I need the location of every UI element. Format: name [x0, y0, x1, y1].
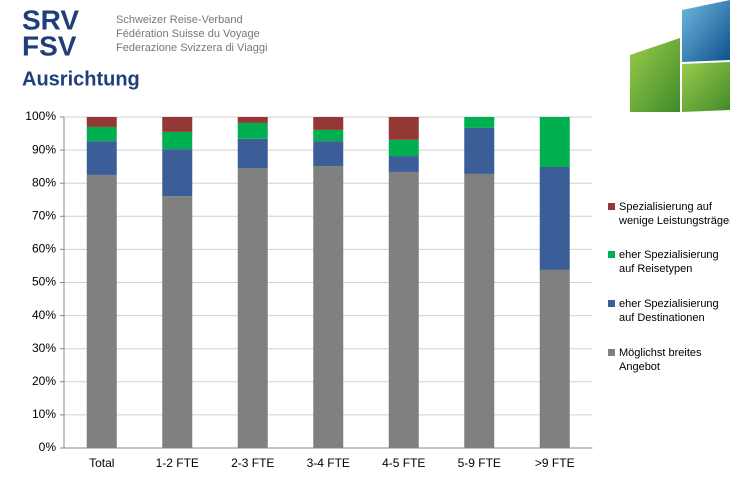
bar-segment	[237, 167, 268, 448]
bar-segment	[237, 117, 268, 123]
legend-swatch	[608, 349, 615, 356]
org-name: Federazione Svizzera di Viaggi	[116, 42, 267, 54]
bar-segment	[464, 173, 495, 448]
x-tick-label: Total	[89, 456, 114, 470]
bar-segment	[539, 117, 570, 167]
org-name: Fédération Suisse du Voyage	[116, 28, 260, 40]
bar-segment	[313, 141, 344, 166]
decor	[630, 38, 680, 112]
chart-title: Ausrichtung	[22, 68, 140, 90]
legend-item: Spezialisierung auf wenige Leistungsträg…	[608, 200, 730, 228]
y-tick-label: 90%	[32, 142, 56, 156]
legend-item: eher Spezialisierung auf Reisetypen	[608, 248, 730, 276]
bar-segment	[313, 117, 344, 130]
org-name: Schweizer Reise-Verband	[116, 14, 243, 26]
bar-segment	[237, 138, 268, 168]
bar-segment	[388, 139, 419, 157]
legend-label: Möglichst breites Angebot	[619, 347, 702, 373]
decor	[682, 62, 730, 112]
legend-item: Möglichst breites Angebot	[608, 346, 730, 374]
bar-segment	[388, 156, 419, 172]
bar-segment	[237, 122, 268, 139]
bar-segment	[86, 126, 117, 142]
y-tick-label: 60%	[32, 242, 56, 256]
x-tick-label: >9 FTE	[535, 456, 575, 470]
y-tick-label: 40%	[32, 308, 56, 322]
x-tick-label: 3-4 FTE	[307, 456, 350, 470]
bar-segment	[388, 117, 419, 140]
bar-segment	[539, 269, 570, 448]
bar-segment	[86, 141, 117, 175]
logo-srv: SRV	[22, 4, 79, 35]
bar-segment	[162, 196, 193, 448]
y-tick-label: 50%	[32, 275, 56, 289]
bar-segment	[388, 171, 419, 449]
bar-segment	[539, 166, 570, 270]
y-tick-label: 70%	[32, 208, 56, 222]
bar-segment	[464, 127, 495, 174]
bar-segment	[313, 165, 344, 448]
x-tick-label: 5-9 FTE	[458, 456, 501, 470]
bar-segment	[464, 117, 495, 128]
x-tick-label: 2-3 FTE	[231, 456, 274, 470]
bar-segment	[162, 117, 193, 132]
legend-label: eher Spezialisierung auf Reisetypen	[619, 249, 719, 275]
y-tick-label: 20%	[32, 374, 56, 388]
legend-label: Spezialisierung auf wenige Leistungsträg…	[619, 201, 730, 227]
bar-segment	[162, 149, 193, 197]
logo-fsv: FSV	[22, 30, 77, 61]
bar-segment	[86, 174, 117, 449]
x-tick-label: 4-5 FTE	[382, 456, 425, 470]
y-tick-label: 100%	[25, 109, 56, 123]
x-tick-label: 1-2 FTE	[156, 456, 199, 470]
decor	[682, 0, 730, 62]
y-tick-label: 80%	[32, 175, 56, 189]
legend-item: eher Spezialisierung auf Destinationen	[608, 297, 730, 325]
bar-segment	[86, 117, 117, 127]
y-tick-label: 30%	[32, 341, 56, 355]
y-tick-label: 0%	[39, 440, 57, 454]
bar-segment	[162, 131, 193, 150]
legend-swatch	[608, 203, 615, 210]
bar-segment	[313, 129, 344, 142]
legend-swatch	[608, 300, 615, 307]
y-tick-label: 10%	[32, 407, 56, 421]
legend-label: eher Spezialisierung auf Destinationen	[619, 298, 719, 324]
legend-swatch	[608, 251, 615, 258]
